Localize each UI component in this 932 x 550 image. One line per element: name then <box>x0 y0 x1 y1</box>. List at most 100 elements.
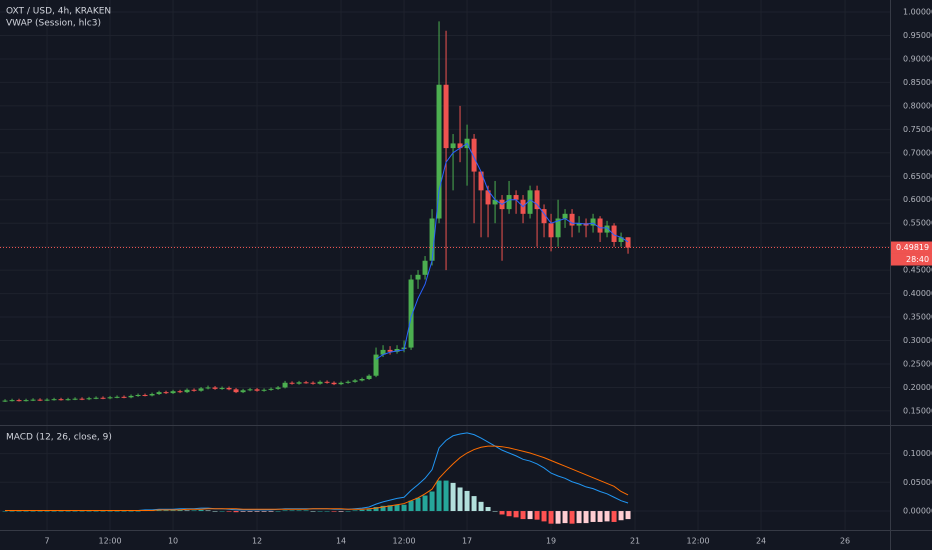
x-tick-label: 21 <box>630 537 640 546</box>
macd-histogram-bar <box>576 511 582 524</box>
candle-body <box>576 223 582 226</box>
macd-histogram-bar <box>100 511 106 512</box>
macd-histogram-bar <box>247 511 253 512</box>
candle-body <box>198 388 204 391</box>
macd-histogram-bar <box>408 500 414 512</box>
macd-histogram-bar <box>366 509 372 512</box>
candle-body <box>373 354 379 376</box>
candle-body <box>114 396 120 398</box>
candle-body <box>135 394 141 396</box>
candle-body <box>478 171 484 191</box>
candle-body <box>44 399 50 401</box>
macd-histogram-bar <box>604 511 610 522</box>
macd-histogram-bar <box>331 511 337 512</box>
candle-body <box>590 218 596 226</box>
candle-body <box>261 389 267 391</box>
candle-body <box>485 190 491 205</box>
macd-histogram-bar <box>135 511 141 512</box>
candle-body <box>408 279 414 348</box>
candle-body <box>205 387 211 389</box>
macd-histogram-bar <box>555 511 561 524</box>
candle-body <box>107 397 113 399</box>
candle-body <box>233 389 239 393</box>
macd-histogram-bar <box>240 511 246 512</box>
candle-body <box>93 397 99 399</box>
candle-body <box>457 143 463 149</box>
macd-histogram-bar <box>233 511 239 513</box>
macd-histogram-bar <box>352 510 358 512</box>
candle-body <box>604 225 610 233</box>
candle-body <box>562 213 568 219</box>
candle-body <box>23 400 29 402</box>
candle-body <box>51 399 57 401</box>
candle-body <box>625 237 631 248</box>
macd-histogram-bar <box>86 511 92 512</box>
candle-body <box>380 349 386 355</box>
macd-histogram-bar <box>205 510 211 512</box>
candle-body <box>548 223 554 238</box>
countdown-tag <box>891 253 932 266</box>
macd-histogram-bar <box>107 511 113 512</box>
x-tick-label: 24 <box>756 537 766 546</box>
macd-histogram-bar <box>541 511 547 522</box>
macd-histogram-bar <box>37 511 43 512</box>
macd-histogram-bar <box>44 511 50 512</box>
macd-histogram-bar <box>478 501 484 512</box>
marks <box>0 21 890 524</box>
macd-histogram-bar <box>436 480 442 512</box>
macd-histogram-bar <box>72 511 78 512</box>
macd-histogram-bar <box>121 511 127 512</box>
candle-body <box>37 399 43 401</box>
candle-body <box>240 390 246 393</box>
x-tick-label: 26 <box>840 537 850 546</box>
x-tick-label: 12:00 <box>687 537 710 546</box>
macd-histogram-bar <box>128 511 134 512</box>
macd-histogram-bar <box>387 505 393 512</box>
macd-histogram-bar <box>16 511 22 512</box>
macd-histogram-bar <box>170 510 176 512</box>
x-tick-label: 7 <box>44 537 49 546</box>
grid <box>0 0 890 530</box>
macd-histogram-bar <box>226 511 232 512</box>
x-tick-label: 12 <box>252 537 262 546</box>
candle-body <box>212 387 218 389</box>
candle-body <box>72 398 78 400</box>
macd-histogram-bar <box>93 511 99 512</box>
y-tick-label: 0.95000 <box>903 31 932 40</box>
macd-histogram-bar <box>450 482 456 512</box>
macd-histogram-bar <box>373 507 379 512</box>
macd-histogram-bar <box>303 510 309 512</box>
candle-body <box>387 349 393 352</box>
macd-histogram-bar <box>394 504 400 512</box>
candle-body <box>450 143 456 149</box>
candle-body <box>359 379 365 381</box>
candle-body <box>58 399 64 401</box>
macd-histogram-bar <box>65 511 71 512</box>
candle-body <box>534 190 540 210</box>
candle-body <box>331 382 337 385</box>
macd-histogram-bar <box>23 511 29 512</box>
candle-body <box>30 399 36 401</box>
candle-body <box>513 195 519 200</box>
macd-histogram-bar <box>275 511 281 512</box>
candle-body <box>506 195 512 210</box>
macd-histogram-bar <box>177 509 183 512</box>
candle-body <box>86 398 92 400</box>
candle-body <box>282 382 288 388</box>
candle-body <box>9 400 15 402</box>
candle-body <box>254 389 260 391</box>
candle-body <box>191 389 197 391</box>
candle-body <box>79 398 85 400</box>
macd-histogram-bar <box>415 497 421 512</box>
